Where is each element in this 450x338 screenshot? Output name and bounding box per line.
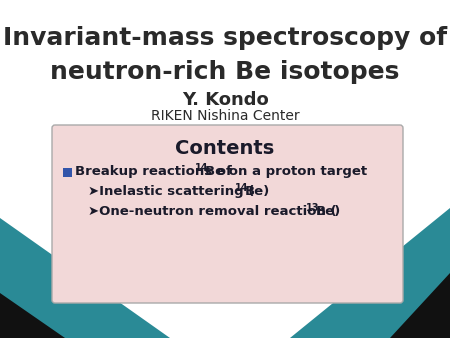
Text: Be): Be) <box>316 206 341 218</box>
Text: 13: 13 <box>306 203 319 213</box>
Text: ➤One-neutron removal reaction (: ➤One-neutron removal reaction ( <box>88 206 337 218</box>
Text: Be on a proton target: Be on a proton target <box>205 166 367 178</box>
Polygon shape <box>0 218 170 338</box>
Text: 14: 14 <box>195 163 208 173</box>
Polygon shape <box>390 273 450 338</box>
Polygon shape <box>290 208 450 338</box>
Text: Invariant-mass spectroscopy of: Invariant-mass spectroscopy of <box>3 26 447 50</box>
Text: 14: 14 <box>235 183 248 193</box>
Text: ➤Inelastic scattering (: ➤Inelastic scattering ( <box>88 186 254 198</box>
Text: Be): Be) <box>245 186 270 198</box>
Polygon shape <box>0 293 65 338</box>
Text: neutron-rich Be isotopes: neutron-rich Be isotopes <box>50 60 400 84</box>
FancyBboxPatch shape <box>63 168 72 177</box>
Text: RIKEN Nishina Center: RIKEN Nishina Center <box>151 109 299 123</box>
Text: Contents: Contents <box>176 139 274 158</box>
Text: Breakup reactions of: Breakup reactions of <box>75 166 237 178</box>
FancyBboxPatch shape <box>52 125 403 303</box>
Text: Y. Kondo: Y. Kondo <box>182 91 268 109</box>
